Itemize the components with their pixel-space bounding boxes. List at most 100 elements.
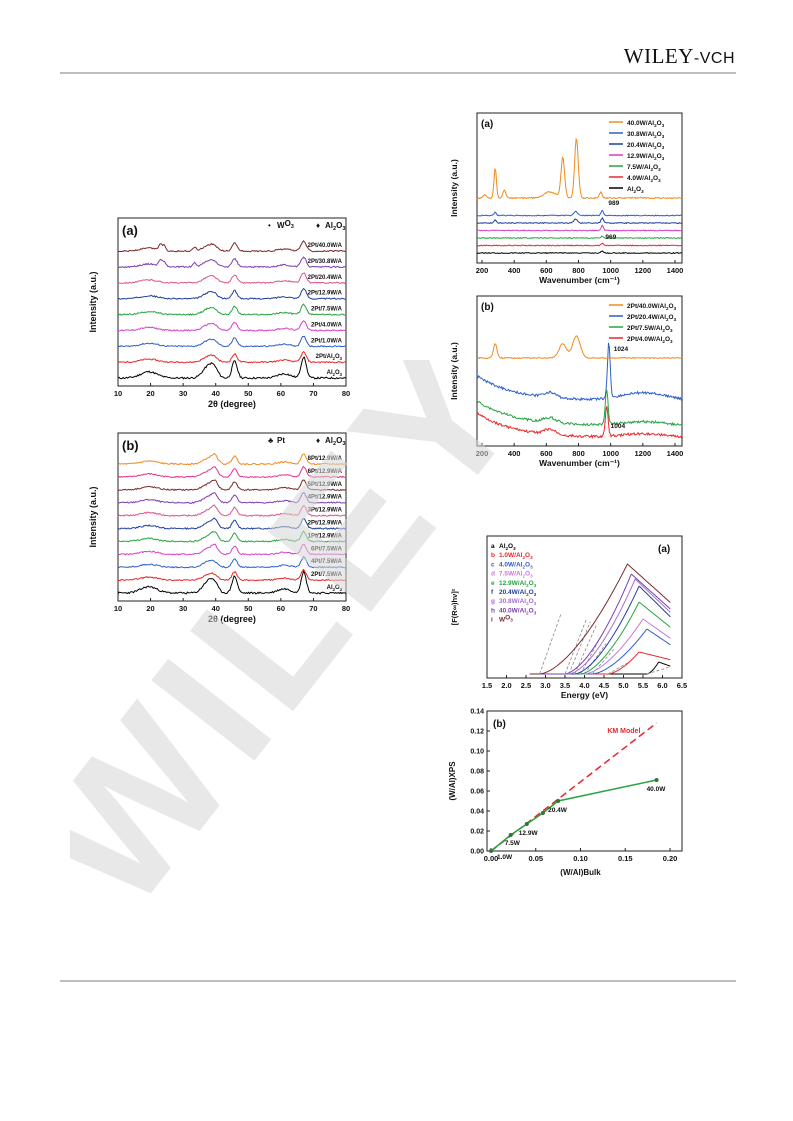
y-axis-label: (W/Al)XPS <box>448 761 457 801</box>
trace-line <box>117 556 347 569</box>
trace-line <box>476 224 683 232</box>
trace-label: 8Pt/12.9W/A <box>308 456 343 462</box>
label-part: Al <box>627 186 634 193</box>
x-tick-label: 50 <box>244 604 252 613</box>
trace-label: 5Pt/12.9W/A <box>308 482 343 488</box>
label-part: O <box>653 175 658 182</box>
label-part: O <box>525 571 530 578</box>
trace-line <box>476 250 682 255</box>
data-point <box>556 799 561 803</box>
label-part: O <box>505 615 510 622</box>
chart-svg: 10 20 30 40 50 60 70 80 2θ (degree) Intensity (a.… <box>88 432 350 624</box>
x-tick-label: 40 <box>212 604 220 613</box>
legend-symbol: ♦ <box>316 436 320 445</box>
label-subscript: 3 <box>342 441 345 447</box>
figure-xrd-a: 10 20 30 40 50 60 70 80 2θ (degree) Intensity (a.… <box>84 210 354 410</box>
legend-letter: h <box>491 607 495 614</box>
trace-label: 4Pt/7.5W/A <box>311 559 343 565</box>
label-part: 7.5W/Al <box>627 164 651 171</box>
label-subscript: 3 <box>530 555 533 560</box>
legend-label: 2Pt/7.5W/Al2O3 <box>627 325 673 333</box>
trace-label: 6Pt/12.9W/A <box>308 469 343 475</box>
legend-label: Pt <box>277 436 285 445</box>
label-subscript: 2 <box>333 372 336 377</box>
label-part: O <box>653 164 658 171</box>
label-part: O <box>336 221 342 230</box>
label-part: O <box>669 314 674 321</box>
brand-sub: -VCH <box>693 50 735 67</box>
trace-line <box>476 389 683 427</box>
trace-line <box>117 287 347 301</box>
label-subscript: 3 <box>340 587 343 592</box>
trace-line <box>117 570 347 595</box>
label-part: O <box>636 186 641 193</box>
legend-letter: b <box>491 552 495 559</box>
panel-label: (a) <box>481 119 493 130</box>
trace-label: 2Pt/7.5W/A <box>311 307 343 313</box>
data-point <box>654 778 659 782</box>
label-subscript: 2 <box>333 226 336 232</box>
label-subscript: 2 <box>526 601 529 606</box>
legend-letter: i <box>491 617 493 624</box>
label-subscript: 2 <box>522 555 525 560</box>
x-tick-label: 60 <box>277 604 285 613</box>
plot-frame <box>476 295 683 447</box>
x-tick-label: 4.5 <box>599 681 609 690</box>
legend-label: 12.9W/Al2O3 <box>499 580 537 588</box>
x-axis-label: 2θ (degree) <box>208 399 256 409</box>
trace-line <box>476 217 682 225</box>
legend-letter: c <box>491 561 495 568</box>
label-part: 30.8W/Al <box>627 131 654 138</box>
chart-svg: 0.00 0.05 0.10 0.15 0.20 0.00 0.02 0.04 0.06 0.08… <box>448 709 683 877</box>
label-part: Al <box>325 436 333 445</box>
trace-line <box>529 573 671 675</box>
trace-label: 2Pt/40.0W/A <box>308 243 343 249</box>
label-subscript: 2 <box>526 610 529 615</box>
label-part: O <box>525 552 530 559</box>
x-tick-label: 400 <box>508 449 521 458</box>
km-model-label: KM Model <box>607 728 640 735</box>
label-part: 2Pt/40.0W/Al <box>627 303 666 310</box>
label-part: W <box>499 617 506 624</box>
legend-letter: g <box>491 598 495 605</box>
y-tick-label: 0.12 <box>470 729 484 736</box>
x-tick-label: 4.0 <box>579 681 589 690</box>
trace-line <box>117 517 347 530</box>
trace-label: 2Pt/Al2O3 <box>316 354 343 361</box>
x-tick-label: 0.05 <box>528 854 543 863</box>
label-part: 40.0W/Al <box>499 607 526 614</box>
label-subscript: 3 <box>340 356 343 361</box>
trace-label: 1Pt/12.9W/A <box>308 533 343 539</box>
legend-label: 1.0W/Al2O3 <box>499 552 533 560</box>
label-part: 40.0W/Al <box>627 120 654 127</box>
label-subscript: 3 <box>342 226 345 232</box>
x-tick-label: 1400 <box>667 266 684 275</box>
legend-letter: a <box>491 543 495 550</box>
trace-line <box>476 406 683 439</box>
label-part: Al <box>499 543 506 550</box>
x-tick-label: 800 <box>572 266 585 275</box>
x-tick-label: 5.5 <box>638 681 648 690</box>
label-part: 4.0W/Al <box>499 561 523 568</box>
x-tick-label: 60 <box>277 389 285 398</box>
plot-frame <box>117 432 347 602</box>
label-part: 1.0W/Al <box>499 552 523 559</box>
y-axis-label: Intensity (a.u.) <box>88 271 98 332</box>
x-tick-label: 0.10 <box>573 854 588 863</box>
legend-label: 30.8W/Al2O3 <box>627 131 665 139</box>
label-part: O <box>669 303 674 310</box>
plot-frame <box>486 710 683 852</box>
x-tick-label: 70 <box>309 389 317 398</box>
label-part: Al <box>327 585 333 591</box>
y-axis-label: Intensity (a.u.) <box>88 486 98 547</box>
point-label: 40.0W <box>647 786 667 793</box>
trace-line <box>117 465 346 479</box>
label-part: O <box>508 543 513 550</box>
x-axis-label: Wavenumber (cm⁻¹) <box>539 275 620 285</box>
label-part: O <box>529 589 534 596</box>
tangent-line <box>568 621 591 675</box>
trace-line <box>117 272 347 285</box>
label-subscript: 3 <box>340 372 343 377</box>
experimental-line <box>490 779 657 852</box>
x-tick-label: 200 <box>476 449 489 458</box>
